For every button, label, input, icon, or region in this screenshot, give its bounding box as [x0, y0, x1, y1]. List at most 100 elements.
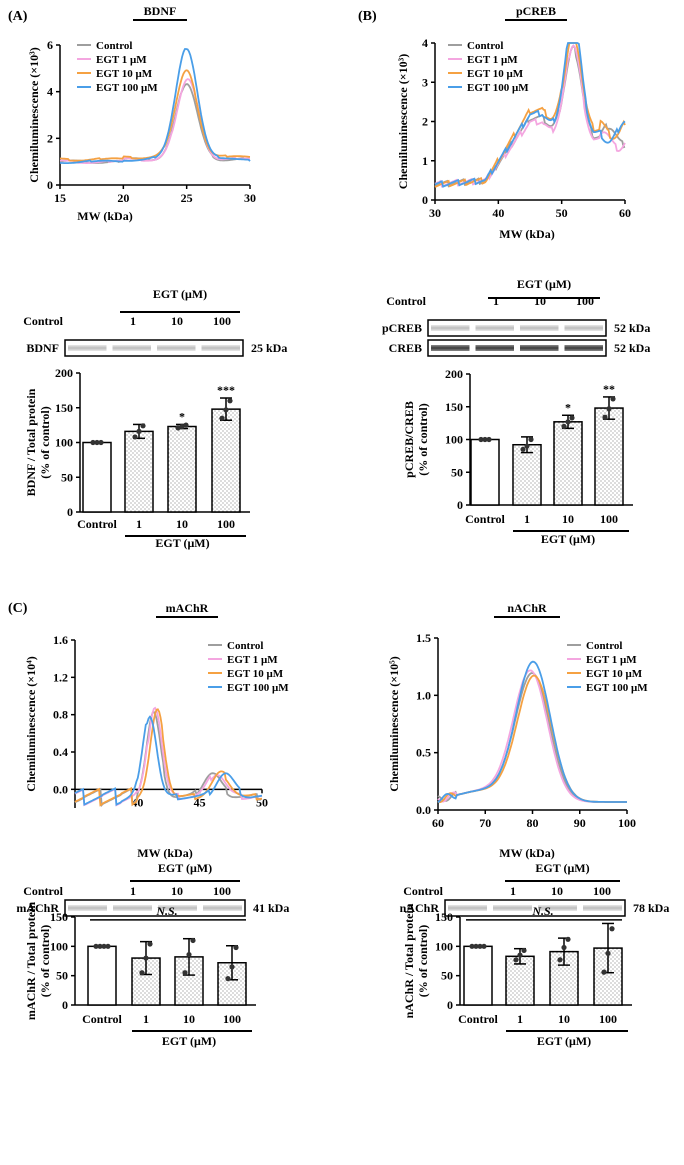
blot-header-0: Control [386, 294, 426, 308]
data-point [225, 976, 231, 982]
x-tick-label: 90 [574, 816, 586, 830]
y-tick-label: 1.6 [53, 633, 68, 647]
blot-band [493, 905, 532, 911]
bar-100 [594, 407, 624, 506]
panel-label-b: (B) [358, 9, 377, 24]
data-point [105, 943, 111, 949]
data-point [223, 407, 229, 413]
blot-band [68, 905, 107, 911]
legend-entry: EGT 10 μM [467, 68, 524, 80]
series-line-2 [74, 708, 263, 807]
y-axis-label: pCREB/CREB [402, 401, 416, 478]
blot-band [68, 345, 107, 351]
blot-header-0: Control [403, 884, 443, 898]
data-point [229, 964, 235, 970]
legend-entry: EGT 10 μM [96, 68, 153, 80]
significance-mark: ** [603, 382, 615, 396]
series-line-2 [437, 674, 627, 804]
legend-entry: EGT 1 μM [227, 654, 278, 666]
blot-group-label: EGT (μM) [153, 287, 207, 301]
series-line-2 [434, 42, 626, 188]
data-point [179, 423, 185, 430]
data-point [97, 943, 103, 949]
blot-label: CREB [389, 341, 422, 355]
blot-mw: 25 kDa [251, 341, 287, 355]
category-label: Control [82, 1012, 122, 1026]
blot-header-1: 1 [510, 884, 516, 898]
y-tick-label: 0 [62, 998, 68, 1012]
data-point [190, 937, 196, 944]
bar-Control [87, 945, 117, 1006]
group-label: EGT (μM) [155, 536, 209, 550]
y-tick-label: 0 [47, 178, 53, 192]
data-point [601, 969, 607, 975]
y-tick-label: 0 [67, 505, 73, 519]
x-tick-label: 30 [244, 191, 256, 205]
bar-Control [463, 945, 493, 1006]
legend-entry: EGT 1 μM [96, 54, 147, 66]
x-tick-label: 100 [618, 816, 636, 830]
data-point [101, 943, 107, 949]
ns-label: N.S. [531, 904, 553, 918]
y-tick-label: 0 [457, 498, 463, 512]
bar-10 [167, 425, 197, 513]
series-line-3 [437, 660, 627, 804]
y-tick-label: 100 [435, 939, 453, 953]
data-point [90, 439, 96, 446]
data-point [524, 443, 530, 449]
data-point [98, 439, 104, 446]
blot-band [475, 345, 514, 351]
x-tick-label: 80 [527, 816, 539, 830]
y-tick-label: 4 [422, 36, 428, 50]
y-tick-label: 0.5 [416, 746, 431, 760]
y-tick-label: 1.5 [416, 631, 431, 645]
blot-label: nAChR [400, 901, 440, 915]
x-tick-label: 50 [556, 206, 568, 220]
blot-header-3: 100 [576, 294, 594, 308]
blot-band [520, 325, 559, 331]
bar-1 [124, 430, 154, 513]
x-tick-label: 60 [619, 206, 631, 220]
category-label: 1 [517, 1012, 523, 1026]
y-tick-label: 50 [61, 470, 73, 484]
blot-header-2: 10 [171, 314, 183, 328]
ns-label: N.S. [155, 904, 177, 918]
blot-band [583, 905, 622, 911]
y-axis-label: Chemiluminescence (×10³) [27, 47, 41, 182]
data-point [482, 436, 488, 443]
data-point [219, 415, 225, 421]
blot-mw: 52 kDa [614, 341, 650, 355]
y-axis-label: BDNF / Total protein [24, 388, 38, 496]
data-point [517, 952, 523, 958]
category-label: 1 [143, 1012, 149, 1026]
group-label: EGT (μM) [162, 1034, 216, 1048]
legend-entry: EGT 100 μM [586, 682, 648, 694]
x-tick-label: 15 [54, 191, 66, 205]
y-axis-label: Chemiluminescence (×10⁵) [387, 656, 401, 791]
panel-label-a: (A) [8, 9, 28, 24]
blot-band [564, 325, 603, 331]
x-tick-label: 70 [479, 816, 491, 830]
y-tick-label: 3 [422, 75, 428, 89]
data-point [140, 423, 146, 429]
data-point [182, 970, 188, 976]
blot-band [538, 905, 577, 911]
data-point [186, 951, 192, 958]
category-label: 10 [176, 517, 188, 531]
y-tick-label: 50 [451, 465, 463, 479]
blot-label: mAChR [16, 901, 59, 915]
blot-header-0: Control [23, 314, 63, 328]
data-point [183, 422, 189, 428]
bar-Control [82, 441, 112, 513]
x-tick-label: 30 [429, 206, 441, 220]
y-tick-label: 0.4 [53, 745, 68, 759]
category-label: 100 [223, 1012, 241, 1026]
blot-band [112, 345, 151, 351]
data-point [569, 415, 575, 421]
category-label: 1 [136, 517, 142, 531]
y-axis-label: (% of control) [416, 925, 430, 997]
blot-band [475, 325, 514, 331]
y-tick-label: 2 [47, 131, 53, 145]
y-tick-label: 0 [447, 998, 453, 1012]
